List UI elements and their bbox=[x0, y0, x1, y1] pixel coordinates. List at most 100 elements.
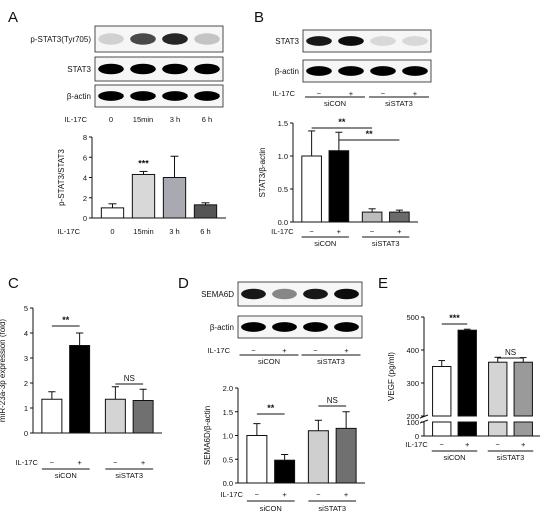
chart-B-ylabel: STAT3/β-actin bbox=[258, 147, 267, 197]
chart-B-bar-1 bbox=[328, 150, 350, 223]
chart-C-ytick-label: 0 bbox=[24, 429, 28, 438]
chart-A-ytick-label: 0 bbox=[83, 214, 87, 223]
chart-E-bar-0-lower bbox=[432, 421, 452, 437]
blot-A-pstat3-band-2 bbox=[162, 33, 188, 45]
blot-A-actin-band-1 bbox=[130, 91, 156, 101]
panel-A-treatment-3: 6 h bbox=[202, 115, 212, 124]
chart-E-bar-0 bbox=[432, 366, 452, 417]
chart-C-xlabel: IL-17C bbox=[15, 458, 38, 467]
chart-D-group-0: siCON bbox=[260, 504, 282, 513]
chart-A-bar-1 bbox=[131, 173, 156, 219]
chart-D-category-0: − bbox=[255, 490, 260, 499]
chart-B-category-2: − bbox=[370, 227, 375, 236]
chart-D-category-3: + bbox=[344, 490, 349, 499]
blot-D-actin bbox=[237, 315, 363, 339]
chart-A-ytick-label: 8 bbox=[83, 133, 87, 142]
chart-A-bar-0 bbox=[100, 207, 125, 219]
chart-D-ytick-label: 0.5 bbox=[223, 455, 233, 464]
panel-B-group-0: siCON bbox=[324, 99, 346, 108]
chart-C-category-3: + bbox=[141, 458, 146, 467]
chart-A-ytick-label: 2 bbox=[83, 194, 87, 203]
chart-A-ylabel: p-STAT3/STAT3 bbox=[57, 149, 66, 206]
chart-E-bracket-label-1: NS bbox=[505, 348, 516, 357]
blot-B-actin bbox=[302, 59, 432, 83]
panel-D-treatment-3: + bbox=[344, 346, 349, 355]
panel-B-treatment-0: − bbox=[317, 89, 322, 98]
chart-E-ytick-label: 400 bbox=[406, 346, 419, 355]
chart-D-bracket-label-1: NS bbox=[327, 396, 338, 405]
chart-A-annotation-0: *** bbox=[138, 158, 149, 168]
blot-A-pstat3-band-0 bbox=[98, 33, 124, 45]
panel-B-treatment-2: − bbox=[381, 89, 386, 98]
chart-D-bar-3 bbox=[335, 427, 357, 484]
blot-D-sema6d-band-2 bbox=[303, 288, 328, 300]
chart-E-bar-2 bbox=[488, 361, 508, 417]
chart-E-bar-1-lower bbox=[457, 421, 477, 437]
chart-E-ylabel: VEGF (pg/ml) bbox=[387, 352, 396, 401]
chart-B-ytick-label: 0.0 bbox=[278, 218, 288, 227]
blot-D-actin-band-0 bbox=[241, 322, 266, 332]
chart-A-ytick-label: 6 bbox=[83, 153, 87, 162]
blot-B-actin-label: β-actin bbox=[275, 67, 299, 76]
panel-A-treatment-label: IL-17C bbox=[64, 115, 87, 124]
panel-A-treatment-2: 3 h bbox=[170, 115, 180, 124]
chart-A-bar-3 bbox=[193, 204, 218, 219]
panel-D-treatment-0: − bbox=[251, 346, 256, 355]
chart-E-ytick-label: 200 bbox=[406, 412, 419, 421]
chart-C-group-0: siCON bbox=[55, 471, 77, 480]
blot-A-stat3-label: STAT3 bbox=[67, 65, 91, 74]
panel-label-D: D bbox=[178, 275, 189, 292]
chart-B-bar-2 bbox=[361, 211, 383, 223]
chart-E-category-0: − bbox=[440, 440, 445, 449]
chart-C-bracket-label-1: NS bbox=[124, 374, 135, 383]
chart-E-bar-3 bbox=[513, 361, 533, 417]
blot-B-stat3-band-0 bbox=[306, 36, 332, 46]
panel-label-B: B bbox=[254, 9, 264, 26]
chart-C-ytick-label: 2 bbox=[24, 379, 28, 388]
blot-B-actin-band-2 bbox=[370, 66, 396, 76]
chart-E-group-0: siCON bbox=[443, 453, 465, 462]
chart-B-category-3: + bbox=[397, 227, 402, 236]
chart-B-bracket-label-0: ** bbox=[338, 117, 346, 127]
panel-B-treatment-label: IL-17C bbox=[272, 89, 295, 98]
chart-C-group-1: siSTAT3 bbox=[115, 471, 143, 480]
chart-C-bar-0 bbox=[41, 398, 63, 434]
blot-A-actin-band-0 bbox=[98, 91, 124, 101]
chart-E-bar-1 bbox=[457, 329, 477, 417]
chart-B-ytick-label: 1.0 bbox=[278, 152, 288, 161]
blot-A-actin-frame bbox=[94, 84, 224, 108]
chart-B-bar-3 bbox=[389, 211, 410, 223]
blot-D-actin-band-3 bbox=[334, 322, 359, 332]
blot-A-pstat3-band-3 bbox=[194, 33, 220, 45]
chart-D-group-1: siSTAT3 bbox=[318, 504, 346, 513]
blot-A-pstat3-label: p-STAT3(Tyr705) bbox=[30, 35, 91, 44]
chart-D-ylabel: SEMA6D/β-actin bbox=[203, 406, 212, 465]
chart-E-ytick-label: 100 bbox=[406, 418, 419, 427]
panel-D-treatment-1: + bbox=[282, 346, 287, 355]
panel-label-C: C bbox=[8, 275, 19, 292]
chart-A-category-2: 3 h bbox=[169, 227, 179, 236]
blot-D-sema6d-label: SEMA6D bbox=[201, 290, 234, 299]
chart-C-ytick-label: 4 bbox=[24, 329, 28, 338]
blot-A-stat3 bbox=[94, 56, 224, 82]
blot-D-sema6d-band-0 bbox=[241, 288, 266, 300]
blot-B-stat3-band-2 bbox=[370, 36, 396, 46]
blot-B-stat3-band-1 bbox=[338, 36, 364, 46]
chart-B-bracket-label-1: ** bbox=[366, 129, 374, 139]
chart-C-category-2: − bbox=[113, 458, 118, 467]
blot-A-stat3-band-0 bbox=[98, 63, 124, 75]
panel-D-group-0: siCON bbox=[258, 357, 280, 366]
chart-E-bar-2-lower bbox=[488, 421, 508, 437]
chart-C-bar-2 bbox=[104, 398, 126, 434]
chart-E-xlabel: IL-17C bbox=[405, 440, 428, 449]
blot-D-actin-label: β-actin bbox=[210, 323, 234, 332]
blot-B-stat3-frame bbox=[302, 29, 432, 53]
chart-A-bar-2 bbox=[162, 177, 187, 219]
blot-D-sema6d bbox=[237, 281, 363, 307]
chart-B-xlabel: IL-17C bbox=[271, 227, 294, 236]
chart-D-bracket-label-0: ** bbox=[267, 403, 275, 413]
blot-D-sema6d-band-1 bbox=[272, 288, 297, 300]
blot-D-actin-band-2 bbox=[303, 322, 328, 332]
blot-A-pstat3-band-1 bbox=[130, 33, 156, 45]
panel-D-treatment-2: − bbox=[313, 346, 318, 355]
